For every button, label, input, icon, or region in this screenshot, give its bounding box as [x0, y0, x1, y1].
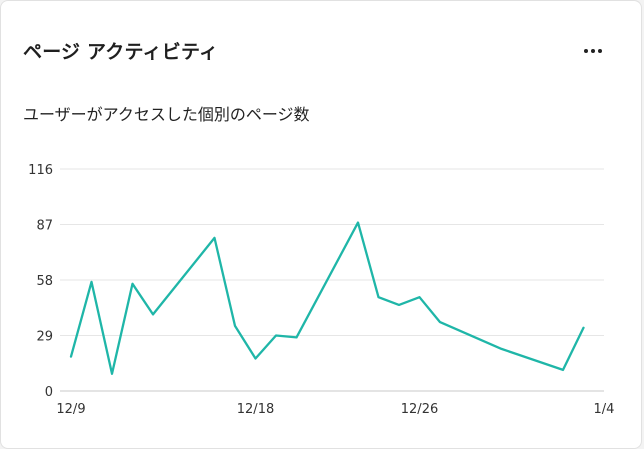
- x-tick-label: 12/26: [401, 402, 438, 417]
- y-tick-label: 58: [36, 274, 53, 289]
- y-tick-label: 87: [36, 219, 53, 234]
- x-tick-label: 1/4: [594, 402, 615, 417]
- y-tick-label: 29: [36, 330, 53, 345]
- series-line: [69, 221, 585, 375]
- x-tick-label: 12/9: [56, 402, 85, 417]
- more-dot: [598, 49, 602, 53]
- more-dot: [591, 49, 595, 53]
- card-title: ページ アクティビティ: [23, 41, 219, 63]
- more-options-icon[interactable]: [579, 37, 607, 65]
- x-tick-label: 12/18: [237, 402, 274, 417]
- more-dot: [584, 49, 588, 53]
- y-tick-label: 116: [28, 163, 53, 178]
- y-tick-label: 0: [45, 385, 53, 400]
- card-subtitle: ユーザーがアクセスした個別のページ数: [23, 105, 310, 124]
